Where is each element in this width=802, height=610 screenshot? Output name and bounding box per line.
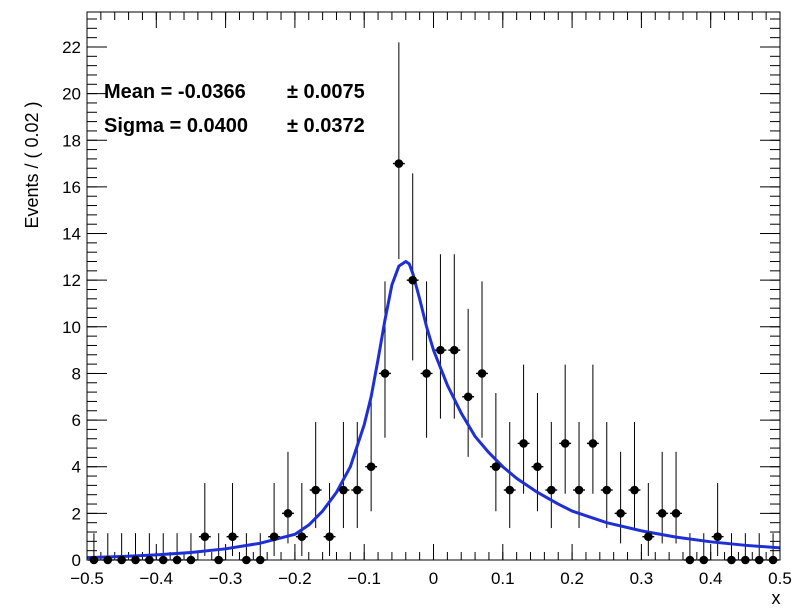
mean-error: ± 0.0075 (287, 81, 365, 103)
data-point (560, 439, 570, 448)
data-point (366, 462, 376, 472)
data-point (339, 485, 348, 495)
data-point (588, 439, 598, 448)
x-tick-label: −0.5 (70, 569, 104, 588)
y-tick-label: 0 (72, 551, 81, 570)
data-point (283, 509, 293, 518)
chart-ticks (86, 12, 781, 561)
sigma-error: ± 0.0372 (287, 115, 365, 137)
data-point (352, 485, 362, 495)
y-tick-label: 16 (62, 178, 81, 197)
y-tick-label: 8 (72, 364, 81, 383)
y-tick-label: 20 (62, 85, 81, 104)
plot-frame (86, 11, 781, 561)
x-tick-label: 0 (429, 569, 438, 588)
data-point (311, 485, 320, 495)
data-point (644, 532, 653, 541)
data-point (630, 485, 639, 495)
mean-label: Mean = -0.0366 (104, 81, 246, 103)
data-point (394, 159, 404, 168)
y-tick-label: 12 (62, 271, 81, 290)
x-tick-label: −0.3 (209, 569, 243, 588)
y-tick-label: 2 (72, 504, 81, 523)
data-point (422, 369, 431, 378)
data-point (380, 369, 390, 378)
y-axis-title: Events / ( 0.02 ) (22, 101, 42, 228)
x-axis-title: x (772, 588, 781, 608)
data-point (519, 439, 528, 448)
x-tick-label: 0.5 (768, 569, 792, 588)
data-point (200, 532, 210, 541)
x-tick-label: 0.4 (699, 569, 723, 588)
y-tick-label: 6 (72, 411, 81, 430)
data-point (297, 532, 307, 541)
x-tick-label: 0.3 (630, 569, 654, 588)
sigma-label: Sigma = 0.0400 (104, 115, 248, 137)
x-tick-label: −0.4 (140, 569, 174, 588)
y-tick-label: 14 (62, 225, 81, 244)
y-tick-label: 22 (62, 38, 81, 57)
data-point (491, 462, 501, 472)
x-tick-label: −0.2 (278, 569, 312, 588)
data-point (408, 275, 418, 285)
data-point (505, 485, 515, 495)
data-point (657, 509, 667, 518)
fit-curve-line (86, 260, 781, 560)
fit-curve (86, 260, 781, 560)
data-point (449, 345, 459, 355)
data-point (574, 485, 584, 495)
data-point (463, 392, 473, 402)
data-point (325, 532, 334, 541)
data-point (602, 485, 612, 495)
y-tick-label: 4 (72, 458, 81, 477)
tick-labels: −0.5 −0.4 −0.3 −0.2 −0.1 0 0.1 0.2 0.3 0.4 0.5 0 2 4 6… (62, 38, 792, 588)
data-point (713, 532, 722, 541)
data-point (671, 509, 681, 518)
data-point (269, 532, 279, 541)
x-tick-label: 0.2 (560, 569, 584, 588)
x-tick-label: −0.1 (347, 569, 381, 588)
data-point (477, 369, 487, 378)
y-tick-label: 18 (62, 131, 81, 150)
data-point (616, 509, 625, 518)
x-tick-label: 0.1 (491, 569, 515, 588)
data-point (547, 485, 556, 495)
data-point (533, 462, 542, 472)
data-point (436, 345, 445, 355)
y-tick-label: 10 (62, 318, 81, 337)
data-point (228, 532, 237, 541)
